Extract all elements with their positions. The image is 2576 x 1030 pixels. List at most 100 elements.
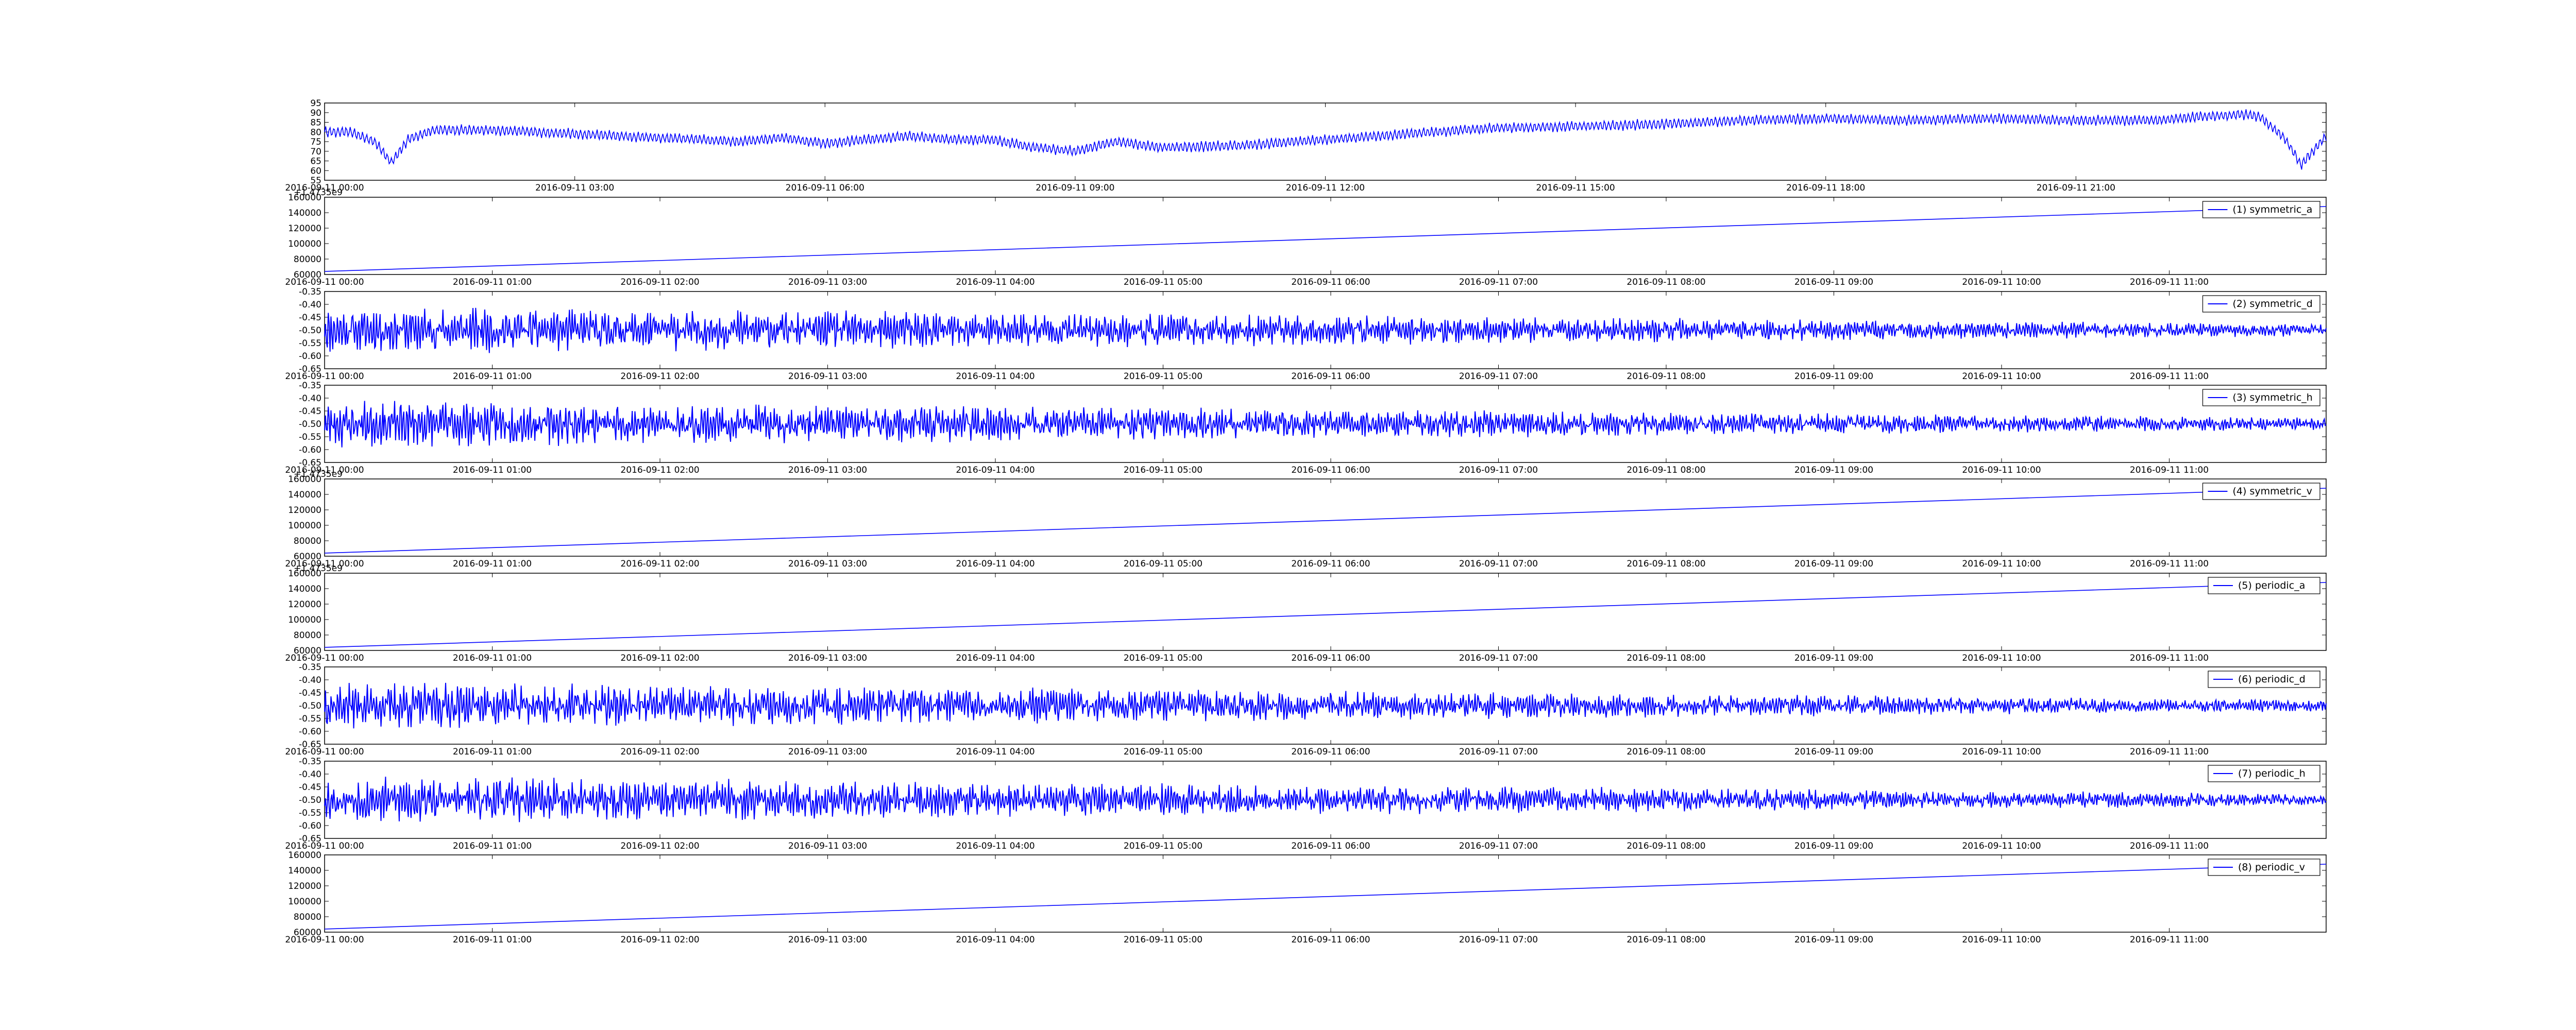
x-tick-label: 2016-09-11 00:00 (285, 183, 364, 193)
legend-label: (8) periodic_v (2238, 862, 2305, 873)
x-tick-label: 2016-09-11 06:00 (1291, 465, 1370, 475)
y-tick-label: 80 (310, 127, 321, 138)
y-tick-label: -0.50 (299, 419, 321, 430)
x-tick-label: 2016-09-11 00:00 (285, 841, 364, 851)
subplot-periodic_a: 60000 80000 100000 120000 140000 160000 2016-0… (285, 563, 2327, 663)
y-tick-label: -0.45 (299, 688, 321, 698)
series-line-periodic_a (324, 582, 2327, 648)
y-tick-label: 60 (310, 166, 321, 176)
x-tick-label: 2016-09-11 04:00 (956, 465, 1035, 475)
x-tick-label: 2016-09-11 03:00 (788, 559, 867, 569)
x-tick-label: 2016-09-11 15:00 (1536, 183, 1615, 193)
y-tick-label: -0.35 (299, 662, 321, 673)
x-tick-label: 2016-09-11 05:00 (1124, 465, 1202, 475)
y-tick-label: 85 (310, 118, 321, 128)
x-tick-label: 2016-09-11 05:00 (1124, 559, 1202, 569)
x-tick-label: 2016-09-11 08:00 (1626, 559, 1705, 569)
y-tick-label: 140000 (288, 490, 321, 500)
x-tick-label: 2016-09-11 05:00 (1124, 747, 1202, 757)
x-tick-label: 2016-09-11 07:00 (1459, 935, 1538, 945)
y-tick-label: 60000 (294, 646, 321, 656)
y-tick-label: 60000 (294, 552, 321, 562)
x-tick-label: 2016-09-11 10:00 (1962, 371, 2041, 382)
y-tick-label: 120000 (288, 505, 321, 516)
y-tick-label: -0.40 (299, 393, 321, 404)
x-tick-label: 2016-09-11 00:00 (285, 371, 364, 382)
series-line-periodic_d (324, 682, 2327, 729)
x-tick-label: 2016-09-11 08:00 (1626, 277, 1705, 287)
x-tick-label: 2016-09-11 05:00 (1124, 935, 1202, 945)
x-tick-label: 2016-09-11 11:00 (2130, 371, 2209, 382)
x-tick-label: 2016-09-11 07:00 (1459, 841, 1538, 851)
y-tick-label: -0.60 (299, 821, 321, 831)
legend-label: (4) symmetric_v (2233, 486, 2313, 497)
x-tick-label: 2016-09-11 21:00 (2037, 183, 2115, 193)
y-tick-label: 120000 (288, 599, 321, 610)
y-tick-label: 160000 (288, 193, 321, 203)
x-tick-label: 2016-09-11 09:00 (1794, 653, 1873, 663)
x-tick-label: 2016-09-11 10:00 (1962, 559, 2041, 569)
y-tick-label: 55 (310, 176, 321, 186)
x-tick-label: 2016-09-11 09:00 (1794, 277, 1873, 287)
y-tick-label: 160000 (288, 850, 321, 861)
legend: (8) periodic_v (2208, 859, 2320, 876)
x-tick-label: 2016-09-11 06:00 (1291, 371, 1370, 382)
series-line-raw (324, 109, 2327, 170)
y-tick-label: -0.45 (299, 313, 321, 323)
y-tick-label: -0.55 (299, 338, 321, 349)
y-tick-label: -0.50 (299, 325, 321, 336)
x-tick-label: 2016-09-11 02:00 (620, 841, 699, 851)
x-tick-label: 2016-09-11 09:00 (1794, 559, 1873, 569)
y-tick-label: 65 (310, 157, 321, 167)
y-tick-label: 60000 (294, 928, 321, 938)
x-tick-label: 2016-09-11 10:00 (1962, 841, 2041, 851)
x-tick-label: 2016-09-11 09:00 (1794, 841, 1873, 851)
x-tick-label: 2016-09-11 06:00 (1291, 841, 1370, 851)
x-tick-label: 2016-09-11 07:00 (1459, 559, 1538, 569)
x-tick-label: 2016-09-11 08:00 (1626, 747, 1705, 757)
x-tick-label: 2016-09-11 10:00 (1962, 277, 2041, 287)
x-tick-label: 2016-09-11 04:00 (956, 559, 1035, 569)
x-tick-label: 2016-09-11 01:00 (453, 841, 532, 851)
series-line-periodic_v (324, 864, 2327, 930)
x-tick-label: 2016-09-11 04:00 (956, 841, 1035, 851)
x-tick-label: 2016-09-11 03:00 (788, 653, 867, 663)
legend: (7) periodic_h (2208, 765, 2320, 782)
y-tick-label: -0.65 (299, 364, 321, 374)
x-tick-label: 2016-09-11 09:00 (1794, 935, 1873, 945)
x-tick-label: 2016-09-11 07:00 (1459, 371, 1538, 382)
x-tick-label: 2016-09-11 00:00 (285, 465, 364, 475)
subplot-symmetric_v: 60000 80000 100000 120000 140000 160000 2016-0… (285, 469, 2327, 569)
x-tick-label: 2016-09-11 10:00 (1962, 465, 2041, 475)
series-line-symmetric_d (324, 307, 2327, 353)
y-tick-label: -0.40 (299, 675, 321, 685)
y-tick-label: -0.65 (299, 458, 321, 468)
y-tick-label: 160000 (288, 569, 321, 579)
subplot-symmetric_h: -0.65 -0.60 -0.55 -0.50 -0.45 -0.40 -0.35 2016-… (285, 381, 2327, 475)
x-tick-label: 2016-09-11 05:00 (1124, 277, 1202, 287)
x-tick-label: 2016-09-11 02:00 (620, 653, 699, 663)
x-tick-label: 2016-09-11 10:00 (1962, 653, 2041, 663)
x-tick-label: 2016-09-11 11:00 (2130, 465, 2209, 475)
axes-frame (324, 854, 2327, 933)
x-tick-label: 2016-09-11 11:00 (2130, 747, 2209, 757)
subplot-symmetric_d: -0.65 -0.60 -0.55 -0.50 -0.45 -0.40 -0.35 2016-… (285, 287, 2327, 382)
axis-offset-label: +1.4735e9 (294, 563, 343, 574)
x-tick-label: 2016-09-11 00:00 (285, 935, 364, 945)
series-line-symmetric_v (324, 488, 2327, 554)
y-tick-label: -0.45 (299, 406, 321, 417)
x-tick-label: 2016-09-11 00:00 (285, 653, 364, 663)
y-tick-label: -0.40 (299, 300, 321, 310)
x-tick-label: 2016-09-11 06:00 (1291, 935, 1370, 945)
x-tick-label: 2016-09-11 07:00 (1459, 465, 1538, 475)
legend: (3) symmetric_h (2202, 389, 2320, 406)
x-tick-label: 2016-09-11 02:00 (620, 371, 699, 382)
x-tick-label: 2016-09-11 01:00 (453, 935, 532, 945)
x-tick-label: 2016-09-11 08:00 (1626, 371, 1705, 382)
x-tick-label: 2016-09-11 08:00 (1626, 653, 1705, 663)
x-tick-label: 2016-09-11 11:00 (2130, 277, 2209, 287)
y-tick-label: 100000 (288, 897, 321, 907)
y-tick-label: 140000 (288, 208, 321, 218)
y-tick-label: 95 (310, 98, 321, 109)
